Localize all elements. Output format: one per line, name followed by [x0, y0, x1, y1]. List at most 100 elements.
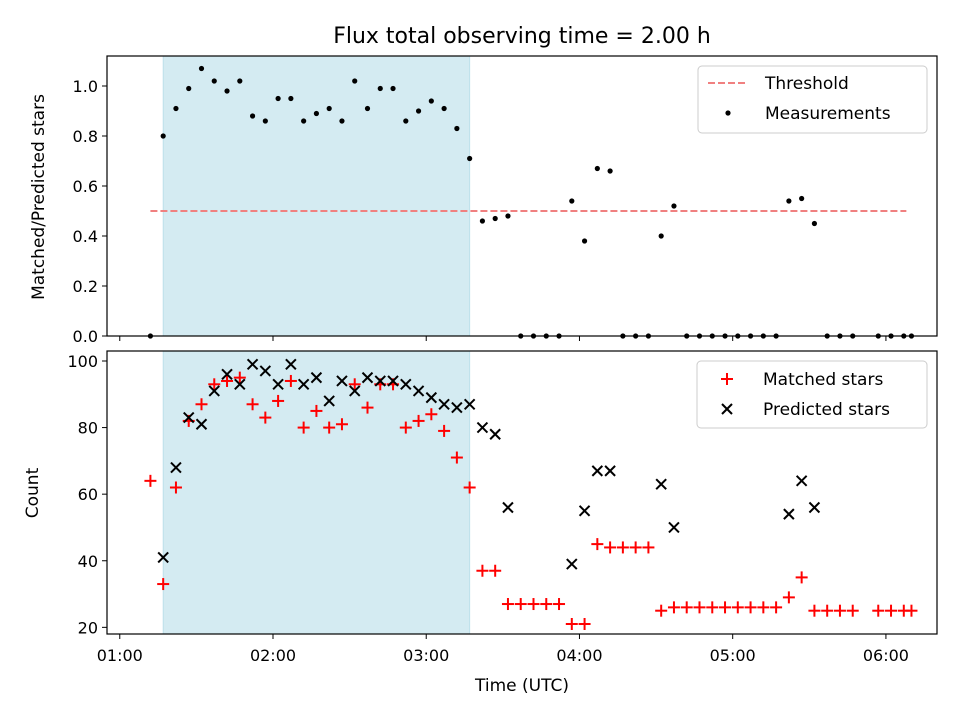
- predicted-star-point: [476, 421, 489, 434]
- predicted-x-b: [310, 371, 323, 384]
- predicted-star-point: [808, 501, 821, 514]
- matched-star-point: [680, 601, 693, 614]
- top-shaded-region: [162, 55, 471, 337]
- measurement-point: [198, 65, 205, 72]
- top-y-tick-label: 0.6: [73, 177, 98, 196]
- bottom-y-tick-label: 100: [67, 352, 98, 371]
- matched-star-point: [514, 598, 527, 611]
- chart-title: Flux total observing time = 2.00 h: [333, 24, 711, 49]
- predicted-star-point: [336, 375, 348, 387]
- predicted-x-b: [655, 478, 667, 490]
- predicted-star-point: [157, 551, 169, 564]
- matched-star-point: [604, 541, 617, 554]
- matched-star-point: [770, 601, 783, 614]
- legend-predicted-swatch: [721, 403, 733, 415]
- predicted-x-b: [668, 521, 680, 534]
- bottom-y-tick-label: 40: [78, 552, 98, 571]
- matched-star-point: [578, 618, 591, 631]
- predicted-x-b: [566, 558, 578, 570]
- matched-star-point: [693, 601, 706, 614]
- measurement-point: [607, 168, 613, 174]
- predicted-star-point: [374, 375, 386, 387]
- matched-star-point: [808, 604, 821, 617]
- predicted-star-point: [566, 558, 578, 570]
- predicted-star-point: [451, 401, 463, 414]
- matched-star-point: [565, 618, 578, 631]
- matched-star-point: [450, 451, 463, 464]
- predicted-x-b: [285, 358, 297, 371]
- predicted-star-point: [349, 385, 361, 397]
- top-plot-frame: [106, 55, 938, 337]
- predicted-x-b: [463, 398, 476, 410]
- legend-matched-label: Matched stars: [763, 370, 883, 390]
- bottom-legend: Matched stars Predicted stars: [696, 360, 928, 429]
- matched-star-point: [706, 601, 719, 614]
- measurement-point: [211, 78, 217, 84]
- predicted-star-point: [246, 358, 259, 371]
- measurement-point: [326, 105, 332, 112]
- predicted-star-point: [310, 371, 323, 384]
- predicted-star-point: [425, 391, 438, 404]
- predicted-star-point: [297, 378, 310, 391]
- predicted-star-point: [170, 461, 182, 474]
- matched-star-point: [655, 604, 668, 617]
- predicted-star-point: [489, 428, 501, 440]
- predicted-x-b: [591, 465, 604, 477]
- predicted-star-point: [323, 395, 335, 407]
- matched-star-point: [438, 424, 451, 437]
- measurement-point: [237, 78, 243, 84]
- x-tick-label: 06:00: [863, 646, 909, 665]
- measurement-point: [786, 198, 792, 204]
- legend-threshold-label: Threshold: [764, 74, 849, 94]
- measurement-point: [224, 88, 230, 94]
- bottom-shaded-region: [162, 350, 471, 635]
- predicted-x-b: [374, 375, 386, 387]
- matched-star-point: [157, 578, 170, 591]
- matched-star-point: [795, 571, 808, 584]
- measurement-point: [811, 220, 818, 227]
- predicted-x-b: [476, 421, 489, 434]
- x-axis-label: Time (UTC): [474, 676, 569, 696]
- bottom-y-tick-label: 60: [78, 485, 98, 504]
- predicted-star-point: [195, 418, 208, 430]
- predicted-star-point: [272, 378, 284, 391]
- legend-predicted-label: Predicted stars: [763, 400, 890, 420]
- matched-star-point: [667, 601, 680, 614]
- matched-star-point: [399, 421, 412, 434]
- matched-star-point: [246, 398, 259, 411]
- measurement-point: [658, 233, 664, 239]
- measurement-point: [467, 155, 473, 162]
- matched-star-point: [553, 598, 566, 611]
- matched-star-point: [195, 398, 208, 411]
- matched-star-point: [297, 421, 310, 434]
- x-tick-label: 03:00: [403, 646, 449, 665]
- matched-star-point: [361, 401, 374, 414]
- predicted-star-point: [387, 375, 399, 387]
- bottom-y-tick-label: 80: [78, 419, 98, 438]
- predicted-x-b: [157, 551, 169, 564]
- measurement-point: [581, 238, 588, 244]
- matched-star-point: [872, 604, 885, 617]
- measurement-point: [288, 95, 294, 102]
- measurement-point: [415, 108, 422, 114]
- bottom-plot-frame: [106, 350, 938, 635]
- predicted-star-point: [221, 368, 233, 381]
- predicted-x-b: [604, 465, 616, 477]
- measurement-point: [275, 95, 281, 102]
- matched-star-point: [629, 541, 642, 554]
- predicted-x-b: [400, 378, 412, 391]
- predicted-x-b: [259, 365, 272, 377]
- predicted-x-b: [425, 391, 438, 404]
- predicted-x-b: [489, 428, 501, 440]
- measurement-point: [671, 203, 677, 209]
- matched-star-point: [719, 601, 732, 614]
- measurement-point: [352, 78, 358, 84]
- x-tick-label: 05:00: [710, 646, 756, 665]
- matched-star-point: [591, 538, 604, 551]
- matched-star-point: [259, 411, 272, 424]
- matched-star-point: [846, 604, 859, 617]
- predicted-star-point: [655, 478, 667, 490]
- measurement-point: [454, 125, 460, 132]
- top-y-tick-label: 0.0: [73, 327, 98, 346]
- measurement-point: [505, 213, 511, 219]
